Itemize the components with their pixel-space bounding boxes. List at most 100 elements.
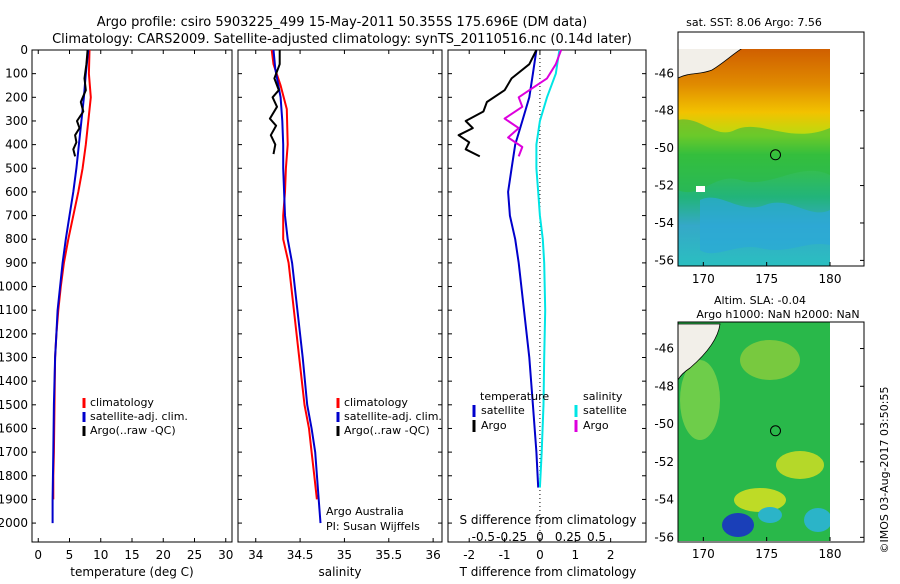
y-tick-label: -46 bbox=[654, 342, 674, 356]
salinity-ticks: 34 34.5 35 35.5 36 bbox=[238, 49, 442, 562]
sla-anomaly bbox=[776, 451, 824, 479]
land-new-zealand bbox=[678, 49, 742, 79]
annotation-pi: PI: Susan Wijffels bbox=[326, 520, 420, 533]
y-tick-label: 1200 bbox=[0, 327, 28, 341]
salinity-difference-xlabel: S difference from climatology bbox=[460, 513, 637, 527]
sla-low-anomaly bbox=[758, 507, 782, 523]
y-tick-label: 1500 bbox=[0, 398, 28, 412]
annotation-argo-australia: Argo Australia bbox=[326, 505, 404, 518]
series-line-temperature-argo bbox=[457, 49, 538, 158]
x-tick-label: 35 bbox=[337, 548, 352, 562]
sst-warm-filament bbox=[678, 119, 830, 193]
imos-credit: ©IMOS 03-Aug-2017 03:50:55 bbox=[878, 387, 891, 554]
y-tick-label: 1700 bbox=[0, 445, 28, 459]
series-line-climatology bbox=[270, 49, 318, 500]
secondary-x-tick-label: -0.25 bbox=[496, 530, 527, 544]
temperature-panel: 0 5 10 15 20 25 300100200300400500600700800900… bbox=[0, 43, 233, 579]
y-tick-label: -48 bbox=[654, 104, 674, 118]
y-tick-label: -48 bbox=[654, 379, 674, 393]
x-tick-label: 170 bbox=[692, 272, 715, 286]
x-tick-label: -1 bbox=[499, 548, 511, 562]
difference-axes-frame bbox=[447, 49, 647, 543]
sst-missing-data bbox=[696, 186, 705, 192]
x-tick-label: 175 bbox=[755, 272, 778, 286]
y-tick-label: -46 bbox=[654, 66, 674, 80]
y-tick-label: 400 bbox=[5, 138, 28, 152]
x-tick-label: 34.5 bbox=[287, 548, 314, 562]
argo-float-marker bbox=[769, 425, 781, 437]
legend-label-argo: Argo(..raw -QC) bbox=[344, 424, 430, 437]
temperature-legend: climatology satellite-adj. clim. Argo(..… bbox=[82, 396, 188, 437]
y-tick-label: 2000 bbox=[0, 516, 28, 530]
temperature-ticks: 0 5 10 15 20 25 300100200300400500600700800900… bbox=[0, 43, 233, 562]
sla-low-anomaly bbox=[722, 513, 754, 537]
salinity-axes-frame bbox=[237, 49, 443, 543]
x-tick-label: 180 bbox=[819, 547, 842, 561]
legend-label-climatology: climatology bbox=[344, 396, 408, 409]
y-tick-label: -52 bbox=[654, 455, 674, 469]
legend-label-satellite-adj: satellite-adj. clim. bbox=[90, 410, 188, 423]
land-new-zealand bbox=[678, 323, 721, 381]
y-tick-label: 0 bbox=[20, 43, 28, 57]
y-tick-label: 100 bbox=[5, 67, 28, 81]
legend-label-climatology: climatology bbox=[90, 396, 154, 409]
salinity-difference-ticks: -0.5 -0.25 0 0.25 0.5 bbox=[472, 530, 606, 544]
temperature-xlabel: temperature (deg C) bbox=[70, 565, 193, 579]
x-tick-label: 20 bbox=[156, 548, 171, 562]
y-tick-label: 700 bbox=[5, 209, 28, 223]
sst-cold-patch bbox=[700, 197, 830, 254]
difference-legend: temperature satellite Argo salinity sate… bbox=[472, 390, 627, 432]
temperature-difference-xlabel: T difference from climatology bbox=[459, 565, 637, 579]
x-tick-label: 180 bbox=[819, 272, 842, 286]
salinity-xlabel: salinity bbox=[318, 565, 361, 579]
y-tick-label: 1300 bbox=[0, 351, 28, 365]
x-tick-label: 15 bbox=[124, 548, 139, 562]
series-line-temperature-satellite bbox=[507, 49, 540, 488]
temperature-axes-frame bbox=[31, 49, 233, 543]
y-tick-label: -54 bbox=[654, 216, 674, 230]
series-line-salinity-argo bbox=[503, 49, 563, 157]
series-line-argo-raw-qc bbox=[268, 50, 281, 155]
argo-float-marker bbox=[769, 149, 781, 161]
y-tick-label: 1000 bbox=[0, 280, 28, 294]
temperature-series bbox=[51, 49, 92, 524]
series-line-salinity-satellite bbox=[535, 49, 561, 488]
sst-map-title: sat. SST: 8.06 Argo: 7.56 bbox=[686, 16, 822, 29]
x-tick-label: 175 bbox=[755, 547, 778, 561]
y-tick-label: -50 bbox=[654, 417, 674, 431]
y-tick-label: 1100 bbox=[0, 303, 28, 317]
difference-ticks: -2 -1 0 1 2 bbox=[448, 49, 646, 562]
secondary-x-tick-label: -0.5 bbox=[472, 530, 495, 544]
legend-label-sal-satellite: satellite bbox=[583, 404, 627, 417]
sla-anomaly bbox=[734, 488, 786, 512]
y-tick-label: 600 bbox=[5, 185, 28, 199]
y-tick-label: -52 bbox=[654, 179, 674, 193]
y-tick-label: -54 bbox=[654, 493, 674, 507]
sst-map-frame bbox=[677, 31, 865, 267]
y-tick-label: -56 bbox=[654, 530, 674, 544]
x-tick-label: 10 bbox=[93, 548, 108, 562]
y-tick-label: 1800 bbox=[0, 469, 28, 483]
series-line-satellite-adj-clim bbox=[272, 49, 322, 524]
x-tick-label: 170 bbox=[692, 547, 715, 561]
x-tick-label: 25 bbox=[187, 548, 202, 562]
y-tick-label: -50 bbox=[654, 141, 674, 155]
difference-series bbox=[457, 49, 563, 488]
y-tick-label: -56 bbox=[654, 253, 674, 267]
salinity-panel: 34 34.5 35 35.5 36 salinity climatology sate… bbox=[237, 49, 443, 579]
difference-panel: -2 -1 0 1 2 S difference from climatology -0… bbox=[447, 49, 647, 579]
y-tick-label: 500 bbox=[5, 161, 28, 175]
y-tick-label: 1900 bbox=[0, 492, 28, 506]
y-tick-label: 300 bbox=[5, 114, 28, 128]
sla-map-ticks: 170 175 180 -46 -48 -50 -52 -54 -56 bbox=[654, 342, 864, 561]
x-tick-label: 5 bbox=[66, 548, 74, 562]
sst-map: sat. SST: 8.06 Argo: 7.56 170 175 180 -46 -4… bbox=[654, 16, 865, 286]
x-tick-label: 35.5 bbox=[375, 548, 402, 562]
sla-anomaly bbox=[680, 360, 720, 440]
x-tick-label: 0 bbox=[34, 548, 42, 562]
legend-title-salinity: salinity bbox=[583, 390, 623, 403]
x-tick-label: 34 bbox=[248, 548, 263, 562]
series-line-argo-raw-qc bbox=[72, 49, 89, 157]
x-tick-label: 30 bbox=[218, 548, 233, 562]
x-tick-label: 0 bbox=[536, 548, 544, 562]
